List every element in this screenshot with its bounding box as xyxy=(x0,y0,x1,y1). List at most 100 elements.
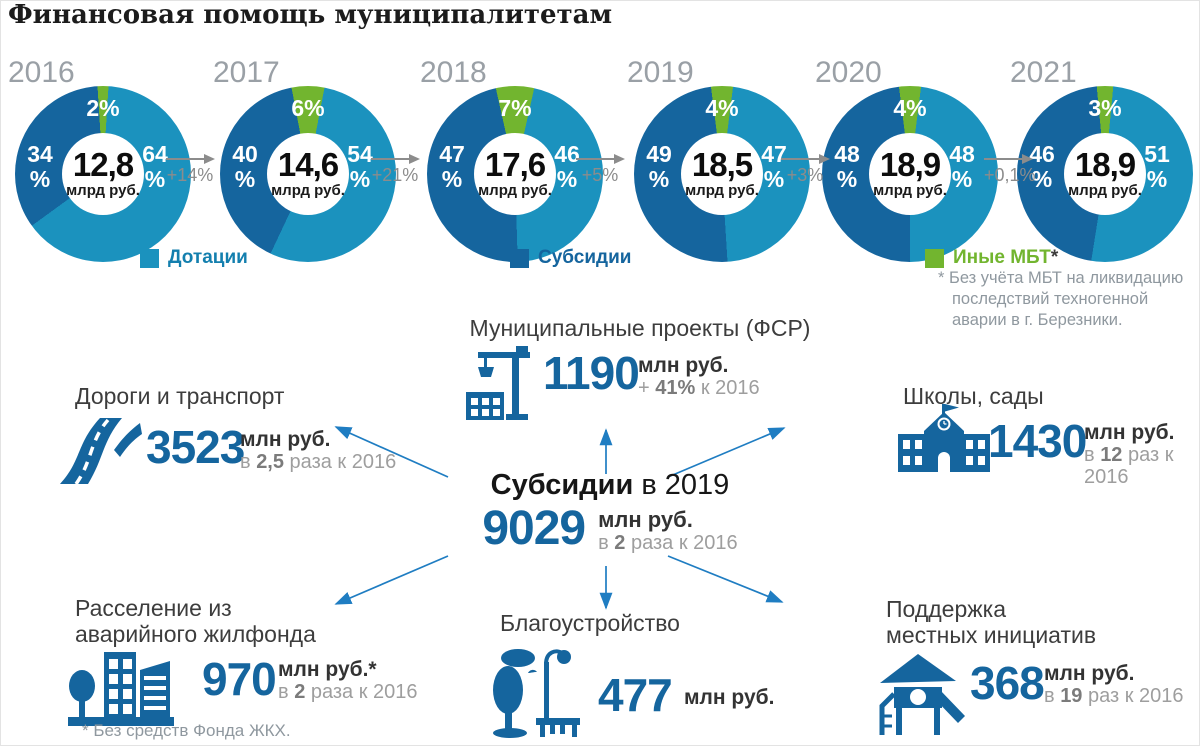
total-unit: млрд руб. xyxy=(66,182,140,199)
donut-chart-2016: 2% 34% 64% 12,8 млрд руб. xyxy=(15,86,191,262)
growth-label: +21% xyxy=(371,165,419,185)
total-unit: млрд руб. xyxy=(685,182,759,199)
donut-group-2017: 2017 6% 40% 54% 14,6 млрд руб. xyxy=(213,58,403,270)
legend-label: Иные МБТ* xyxy=(953,247,1059,268)
card-value-schools: 1430 xyxy=(988,415,1087,467)
hub-value: 9029 xyxy=(482,502,586,555)
card-title-resettlement: Расселение из аварийного жилфонда xyxy=(75,595,316,647)
card-unit-note-resettlement: млн руб.* в 2 раза к 2016 xyxy=(278,658,418,703)
page-title: Финансовая помощь муниципалитетам xyxy=(8,0,613,30)
inye-pct-label: 6% xyxy=(291,95,325,121)
dotacii-pct-label: 64% xyxy=(142,141,168,192)
growth-arrow-2016-2017: +14% xyxy=(166,150,215,186)
donut-group-2019: 2019 4% 49% 47% 18,5 млрд руб. xyxy=(627,58,817,270)
school-icon xyxy=(898,404,990,477)
donut-center: 18,5 млрд руб. xyxy=(681,133,763,215)
donut-group-2020: 2020 4% 48% 48% 18,9 млрд руб. xyxy=(815,58,1005,270)
right-arrow-icon xyxy=(166,154,215,164)
donut-group-2018: 2018 7% 47% 46% 17,6 млрд руб. xyxy=(420,58,610,270)
card-title-schools: Школы, сады xyxy=(903,383,1044,409)
donut-center: 18,9 млрд руб. xyxy=(1064,133,1146,215)
dotacii-pct-label: 51% xyxy=(1144,141,1170,192)
year-label: 2017 xyxy=(213,56,280,89)
growth-label: +14% xyxy=(166,165,214,185)
donut-group-2016: 2016 2% 34% 64% 12,8 млрд руб. xyxy=(8,58,198,270)
donut-chart-2018: 7% 47% 46% 17,6 млрд руб. xyxy=(427,86,603,262)
right-arrow-icon xyxy=(371,154,420,164)
card-value-resettlement: 970 xyxy=(202,653,277,705)
card-value-landscaping: 477 xyxy=(598,669,673,721)
donut-chart-2021: 3% 46% 51% 18,9 млрд руб. xyxy=(1017,86,1193,262)
card-title-local-initiatives: Поддержка местных инициатив xyxy=(886,596,1097,648)
total-value: 18,9 xyxy=(1074,146,1136,183)
total-unit: млрд руб. xyxy=(478,182,552,199)
card-unit-note-local-initiatives: млн руб. в 19 раз к 2016 xyxy=(1044,662,1184,707)
growth-label: +0,1% xyxy=(984,165,1036,185)
card-value-roads: 3523 xyxy=(146,421,245,473)
card-unit-landscaping: млн руб. xyxy=(684,686,775,709)
year-label: 2018 xyxy=(420,56,487,89)
card-footnote-resettlement: * Без средств Фонда ЖКХ. xyxy=(82,721,291,740)
card-unit-note-schools: млн руб. в 12 раз к 2016 xyxy=(1084,421,1175,488)
total-value: 17,6 xyxy=(484,146,546,183)
donut-chart-2019: 4% 49% 47% 18,5 млрд руб. xyxy=(634,86,810,262)
legend-label: Дотации xyxy=(168,247,248,268)
growth-arrow-2018-2019: +5% xyxy=(576,150,625,186)
right-arrow-icon xyxy=(781,154,830,164)
total-unit: млрд руб. xyxy=(271,182,345,199)
subsidii-pct-label: 34% xyxy=(27,141,53,192)
total-unit: млрд руб. xyxy=(873,182,947,199)
dotacii-pct-label: 48% xyxy=(949,141,975,192)
year-label: 2016 xyxy=(8,56,75,89)
legend-swatch-inye-mbt xyxy=(925,248,944,268)
donut-chart-2017: 6% 40% 54% 14,6 млрд руб. xyxy=(220,86,396,262)
donut-group-2021: 2021 3% 46% 51% 18,9 млрд руб. xyxy=(1010,58,1200,270)
card-title-landscaping: Благоустройство xyxy=(500,610,680,636)
subsidii-pct-label: 46% xyxy=(1029,141,1055,192)
subsidii-pct-label: 40% xyxy=(232,141,258,192)
road-icon xyxy=(58,414,142,489)
year-label: 2020 xyxy=(815,56,882,89)
growth-arrow-2019-2020: +3% xyxy=(781,150,830,186)
donut-center: 18,9 млрд руб. xyxy=(869,133,951,215)
hub-unit-note: млн руб. в 2 раза к 2016 xyxy=(598,507,738,555)
year-label: 2019 xyxy=(627,56,694,89)
legend-dotacii: Дотации xyxy=(140,247,248,269)
legend-label: Субсидии xyxy=(538,247,632,268)
legend-swatch-dotacii xyxy=(140,248,159,268)
right-arrow-icon xyxy=(984,154,1033,164)
dotacii-pct-label: 46% xyxy=(554,141,580,192)
donut-center: 12,8 млрд руб. xyxy=(62,133,144,215)
legend-swatch-subsidii xyxy=(510,248,529,268)
dotacii-pct-label: 47% xyxy=(761,141,787,192)
card-title-roads: Дороги и транспорт xyxy=(75,383,285,409)
inye-pct-label: 2% xyxy=(86,95,120,121)
growth-label: +5% xyxy=(581,165,619,185)
subsidii-pct-label: 47% xyxy=(439,141,465,192)
total-value: 18,5 xyxy=(691,146,753,183)
card-title-municipal-projects: Муниципальные проекты (ФСР) xyxy=(469,315,811,341)
card-value-local-initiatives: 368 xyxy=(970,657,1045,709)
subsidii-pct-label: 49% xyxy=(646,141,672,192)
legend-subsidii: Субсидии xyxy=(510,247,631,269)
inye-pct-label: 4% xyxy=(705,95,739,121)
legend-footnote: * Без учёта МБТ на ликвидацию последстви… xyxy=(938,269,1184,329)
card-unit-note-roads: млн руб. в 2,5 раза к 2016 xyxy=(240,428,397,473)
crane-icon xyxy=(466,346,536,425)
city-buildings-icon xyxy=(66,646,188,731)
donut-chart-2020: 4% 48% 48% 18,9 млрд руб. xyxy=(822,86,998,262)
card-unit-note-municipal-projects: млн руб. + 41% к 2016 xyxy=(638,354,760,399)
growth-arrow-2020-2021: +0,1% xyxy=(984,150,1036,186)
dotacii-pct-label: 54% xyxy=(347,141,373,192)
hub-title: Субсидии в 2019 xyxy=(490,469,730,501)
total-value: 14,6 xyxy=(277,146,339,183)
playground-icon xyxy=(878,652,966,741)
legend-inye-mbt: Иные МБТ* xyxy=(925,247,1058,269)
inye-pct-label: 7% xyxy=(498,95,532,121)
park-icon xyxy=(488,644,588,743)
right-arrow-icon xyxy=(576,154,625,164)
year-label: 2021 xyxy=(1010,56,1077,89)
card-value-municipal-projects: 1190 xyxy=(543,347,640,399)
inye-pct-label: 4% xyxy=(893,95,927,121)
